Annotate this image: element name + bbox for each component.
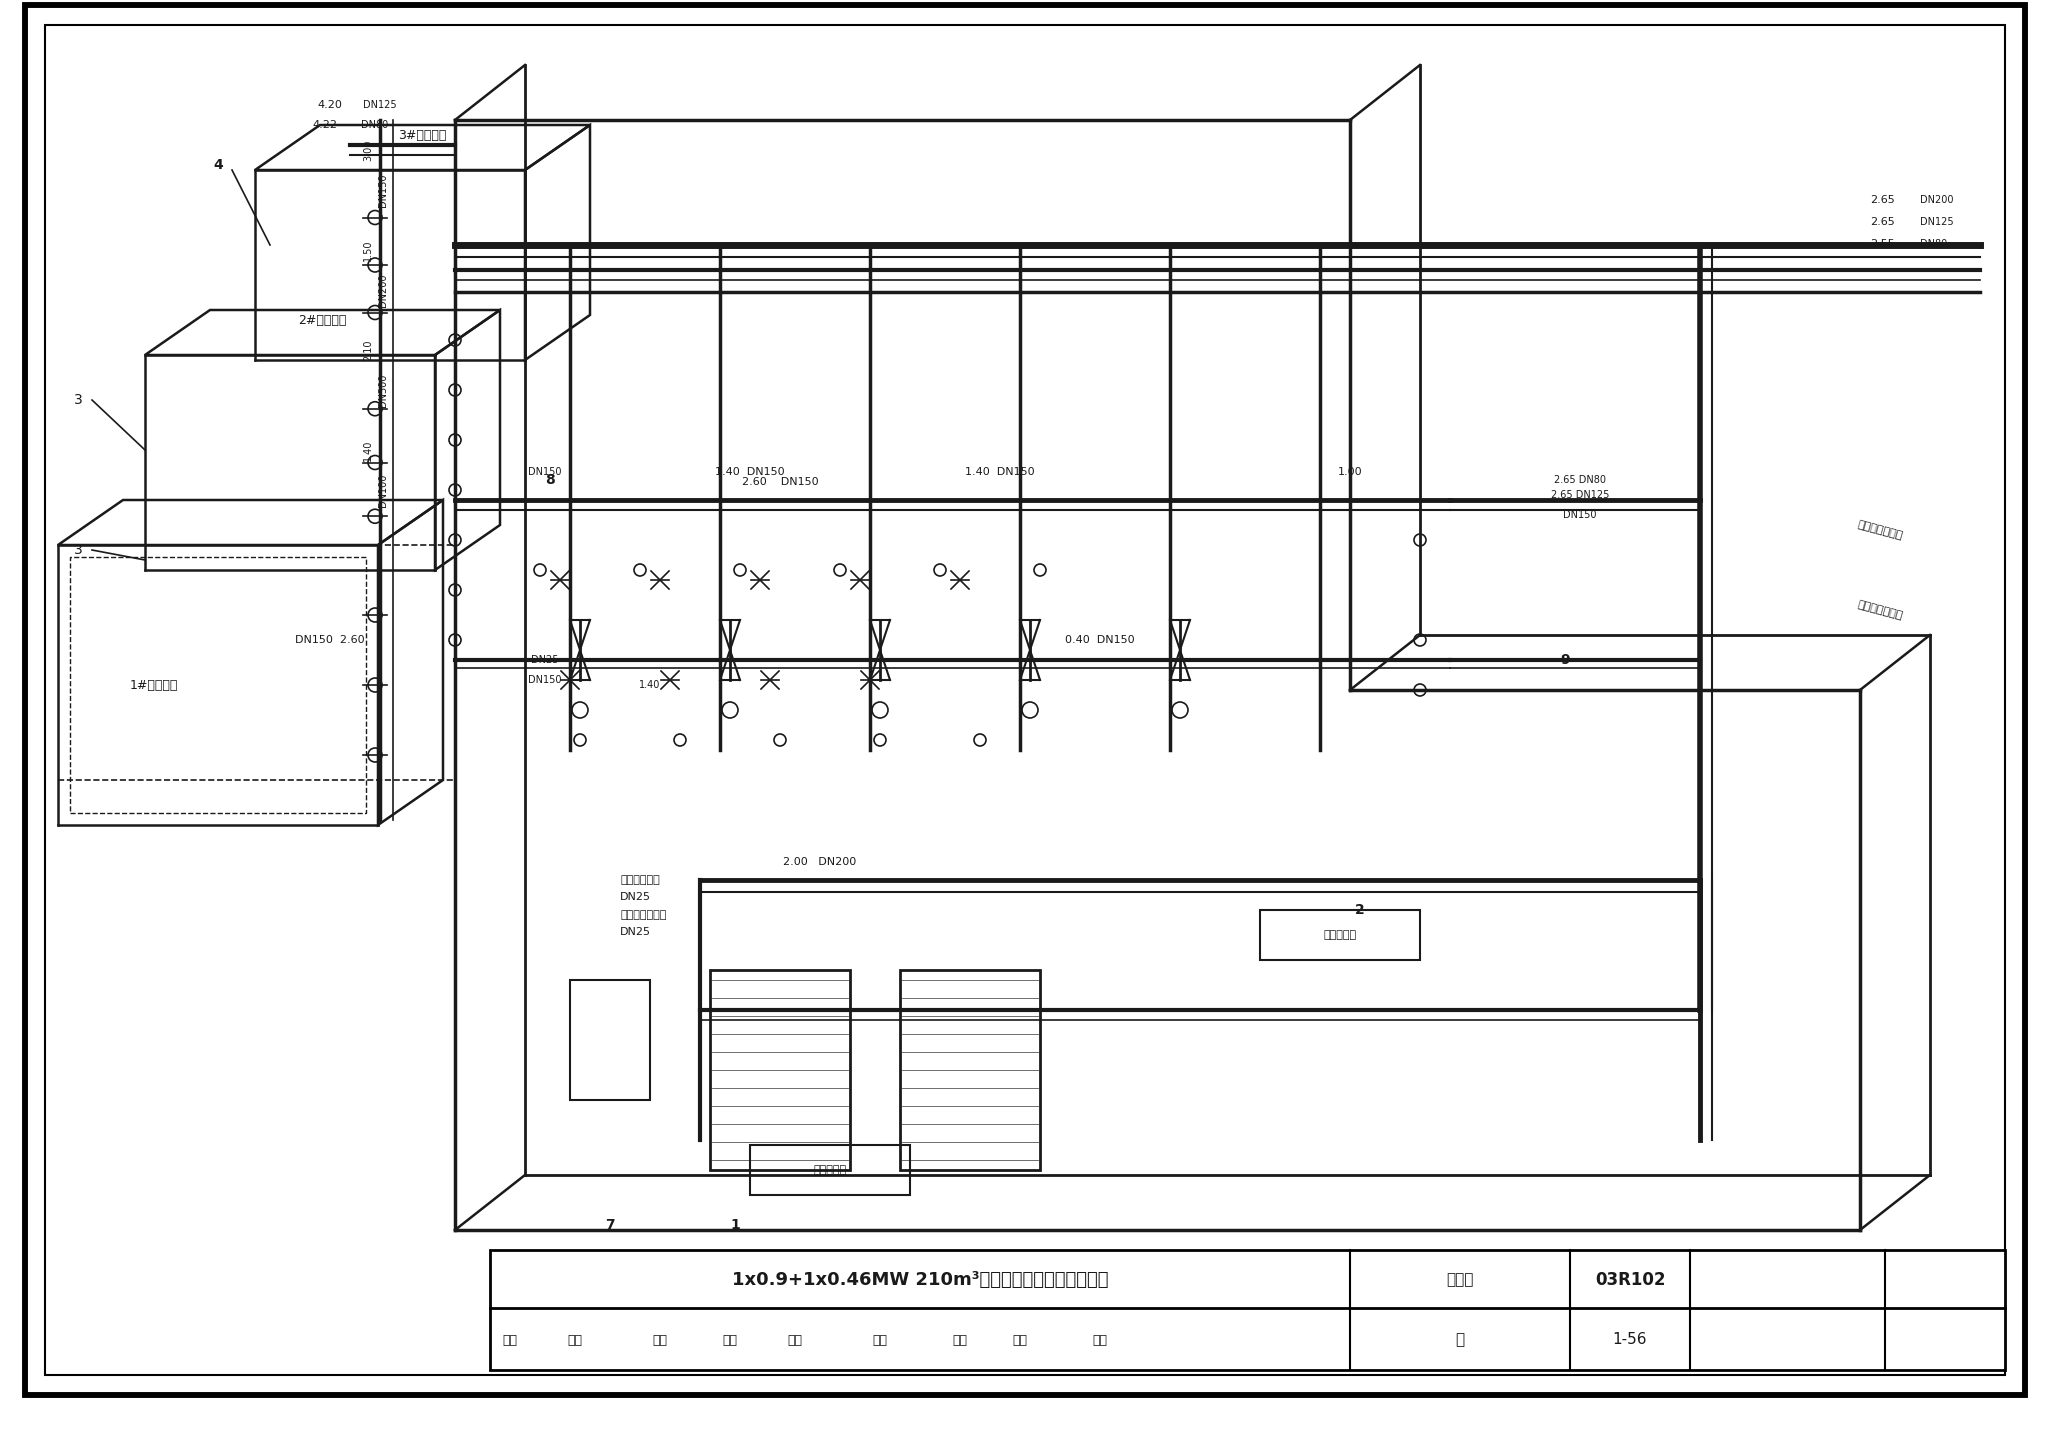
Text: 4.22: 4.22 — [313, 120, 338, 130]
Text: 1.40: 1.40 — [362, 439, 373, 461]
Text: 页: 页 — [1456, 1332, 1464, 1348]
Text: 引压膨水装: 引压膨水装 — [813, 1165, 846, 1175]
Text: 9: 9 — [1561, 652, 1571, 667]
Text: 3: 3 — [74, 393, 82, 408]
Text: 设计: 设计 — [952, 1333, 967, 1346]
Text: 3#蓄热水箱: 3#蓄热水箱 — [397, 130, 446, 143]
Text: 2#蓄热水箱: 2#蓄热水箱 — [299, 314, 346, 327]
Bar — [750, 1145, 909, 1195]
Text: DN150: DN150 — [1563, 510, 1597, 520]
Text: 聂力: 聂力 — [567, 1333, 582, 1346]
Text: 补水筒补水管道: 补水筒补水管道 — [621, 910, 666, 920]
Text: 1x0.9+1x0.46MW 210m³蓄热式电锅炉房管道系统图: 1x0.9+1x0.46MW 210m³蓄热式电锅炉房管道系统图 — [731, 1272, 1108, 1289]
Text: DN150: DN150 — [528, 675, 561, 685]
Text: 2.00   DN200: 2.00 DN200 — [784, 857, 856, 867]
Bar — [711, 971, 850, 1169]
Text: DN25: DN25 — [530, 655, 559, 665]
Text: 2.55: 2.55 — [1870, 239, 1894, 249]
Text: 2.60    DN150: 2.60 DN150 — [741, 477, 819, 487]
Text: 1: 1 — [731, 1218, 739, 1233]
Text: 1.40  DN150: 1.40 DN150 — [965, 467, 1034, 477]
Text: 接锅炉房给水: 接锅炉房给水 — [621, 876, 659, 886]
Text: 金约: 金约 — [1092, 1333, 1108, 1346]
Bar — [569, 981, 649, 1100]
Text: 2.65 DN80: 2.65 DN80 — [1554, 475, 1606, 485]
Text: DN150: DN150 — [528, 467, 561, 477]
Text: 远程给水主外网: 远程给水主外网 — [1855, 520, 1905, 541]
Text: DN200: DN200 — [379, 274, 387, 307]
Text: 2.65 DN125: 2.65 DN125 — [1550, 490, 1610, 500]
Text: 1.40  DN150: 1.40 DN150 — [715, 467, 784, 477]
Text: DN200: DN200 — [1921, 194, 1954, 204]
Text: DN25: DN25 — [621, 891, 651, 901]
Text: DN300: DN300 — [379, 373, 387, 406]
Text: 3: 3 — [74, 543, 82, 557]
Text: 图集号: 图集号 — [1446, 1273, 1475, 1287]
Text: DN80: DN80 — [360, 120, 389, 130]
Text: 2.10: 2.10 — [362, 340, 373, 361]
Text: 2: 2 — [1356, 903, 1364, 917]
Text: 校对: 校对 — [723, 1333, 737, 1346]
Text: DN125: DN125 — [362, 99, 397, 109]
Text: 03R102: 03R102 — [1595, 1272, 1665, 1289]
Text: 引压量水装: 引压量水装 — [1323, 930, 1356, 940]
Text: 1#蓄热水箱: 1#蓄热水箱 — [129, 678, 178, 691]
Text: 0.40  DN150: 0.40 DN150 — [1065, 635, 1135, 645]
Text: DN150: DN150 — [379, 173, 387, 207]
Text: DN25: DN25 — [621, 927, 651, 937]
Text: DN150  2.60: DN150 2.60 — [295, 635, 365, 645]
Text: 绘力: 绘力 — [653, 1333, 668, 1346]
Text: 2.65: 2.65 — [1870, 194, 1894, 204]
Text: DN100: DN100 — [379, 474, 387, 507]
Text: DN125: DN125 — [1921, 217, 1954, 228]
Text: 4: 4 — [213, 158, 223, 171]
Text: 审核: 审核 — [502, 1333, 518, 1346]
Text: 1.00: 1.00 — [1337, 467, 1362, 477]
Text: 7: 7 — [606, 1218, 614, 1233]
Text: 远程回水主外网: 远程回水主外网 — [1855, 599, 1905, 621]
Bar — [899, 971, 1040, 1169]
Bar — [489, 1250, 2005, 1369]
Text: 3.00: 3.00 — [362, 140, 373, 161]
Text: 1.50: 1.50 — [362, 239, 373, 261]
Text: 4.20: 4.20 — [317, 99, 342, 109]
Text: 宋联: 宋联 — [872, 1333, 887, 1346]
Text: DN80: DN80 — [1921, 239, 1948, 249]
Bar — [1260, 910, 1419, 960]
Text: 1.40: 1.40 — [639, 680, 662, 690]
Text: 余算: 余算 — [1012, 1333, 1028, 1346]
Text: 8: 8 — [545, 472, 555, 487]
Bar — [70, 557, 367, 814]
Text: 1-56: 1-56 — [1612, 1332, 1647, 1348]
Text: 郭装: 郭装 — [788, 1333, 803, 1346]
Text: 2.65: 2.65 — [1870, 217, 1894, 228]
